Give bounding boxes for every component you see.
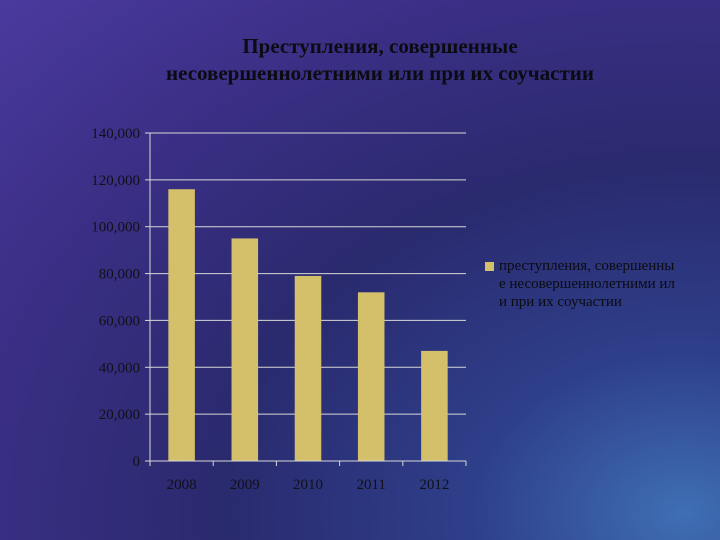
y-tick-label: 140,000 bbox=[91, 126, 140, 142]
bar-2012 bbox=[421, 350, 448, 461]
y-tick-label: 120,000 bbox=[91, 173, 140, 189]
legend: преступления, совершенные несовершенноле… bbox=[485, 257, 685, 311]
axes bbox=[145, 132, 467, 466]
chart-title: Преступления, совершенные несовершенноле… bbox=[166, 34, 594, 85]
legend-swatch bbox=[485, 262, 494, 271]
y-tick-label: 100,000 bbox=[91, 220, 140, 236]
x-tick-label: 2008 bbox=[167, 477, 197, 493]
y-tick-label: 40,000 bbox=[99, 360, 140, 376]
y-tick-label: 80,000 bbox=[99, 267, 140, 283]
bar-2011 bbox=[357, 292, 385, 461]
x-tick-label: 2010 bbox=[293, 477, 323, 493]
y-tick-label: 0 bbox=[133, 454, 141, 470]
bar-2009 bbox=[231, 238, 259, 461]
bar-2008 bbox=[168, 189, 195, 461]
bar-2010 bbox=[294, 275, 322, 461]
bars bbox=[168, 189, 448, 461]
y-tick-label: 20,000 bbox=[99, 407, 140, 423]
x-tick-label: 2012 bbox=[419, 477, 449, 493]
legend-label: преступления, совершенные несовершенноле… bbox=[499, 258, 675, 310]
x-tick-label: 2011 bbox=[356, 477, 385, 493]
x-tick-label: 2009 bbox=[230, 477, 260, 493]
tick-labels: 0 20,000 40,000 60,000 80,000 100,000 120,000 1… bbox=[91, 126, 449, 493]
y-tick-label: 60,000 bbox=[99, 313, 140, 329]
